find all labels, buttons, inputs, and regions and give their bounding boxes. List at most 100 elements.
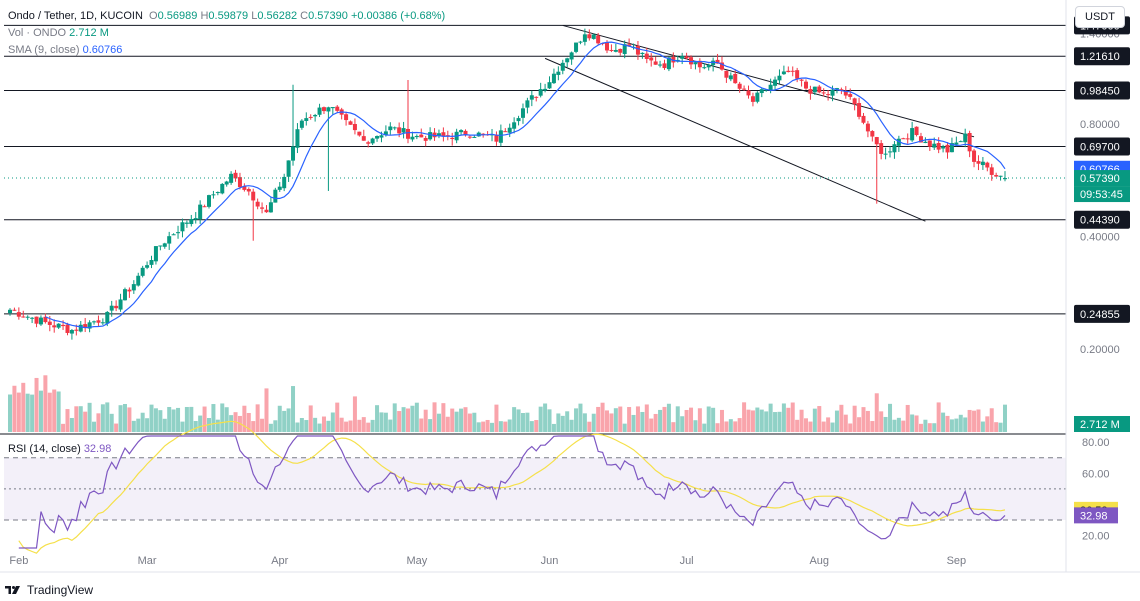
time-tick-label: Jul [680, 555, 694, 567]
volume-bar [618, 406, 623, 432]
candle-body [211, 194, 216, 196]
volume-bar [392, 403, 397, 432]
candle-body [109, 305, 114, 311]
candle-body [658, 64, 663, 66]
volume-bar [834, 410, 839, 432]
rsi-legend: RSI (14, close) 32.98 [8, 443, 111, 455]
candle-body [693, 62, 698, 65]
time-tick-label: Jun [541, 555, 559, 567]
volume-bar [193, 421, 198, 432]
candle-body [251, 191, 256, 201]
volume-bar [551, 423, 556, 432]
volume-bar [870, 421, 875, 432]
candle-body [207, 195, 211, 207]
candle-body [671, 56, 676, 63]
level-tag [1074, 47, 1130, 66]
volume-bar [83, 411, 88, 432]
volume-bar [786, 407, 791, 432]
candle-body [436, 133, 441, 137]
volume-bar [768, 403, 773, 432]
candle-body [768, 84, 773, 91]
ohlc-legend: Ondo / Tether, 1D, KUCOIN O0.56989 H0.59… [8, 10, 446, 22]
candle-body [1003, 178, 1007, 180]
candle-body [543, 88, 548, 91]
volume-bar [494, 404, 499, 432]
volume-bar [565, 411, 570, 432]
volume-bar [888, 403, 893, 432]
volume-bar [326, 420, 331, 432]
volume-bar [817, 406, 822, 432]
rsi-tag-label: 32.98 [1080, 510, 1108, 522]
time-tick-label: Mar [138, 555, 157, 567]
volume-bar [162, 418, 167, 432]
volume-bar [65, 409, 70, 432]
candle-body [755, 92, 760, 102]
volume-bar [401, 407, 406, 432]
volume-bar [613, 408, 618, 432]
candle-body [905, 138, 910, 140]
volume-bar [742, 402, 747, 432]
volume-bar [313, 417, 318, 432]
candle-body [176, 232, 181, 234]
volume-bar [927, 423, 932, 432]
candle-body [357, 131, 362, 136]
volume-bar [918, 423, 923, 432]
volume-bar [419, 418, 424, 432]
candle-body [949, 143, 954, 153]
volume-bar [317, 423, 322, 432]
currency-selector[interactable]: USDT [1075, 6, 1125, 28]
volume-bar [644, 404, 649, 432]
volume-bar [635, 406, 640, 432]
candle-body [34, 316, 39, 324]
volume-bar [410, 405, 415, 432]
candle-body [260, 207, 265, 209]
price-tag-label-last: 0.57390 [1080, 173, 1120, 185]
candle-body [874, 137, 879, 145]
volume-bar [114, 423, 119, 432]
volume-bar [344, 421, 349, 432]
candle-body [388, 126, 393, 131]
candle-body [246, 188, 251, 192]
volume-bar [361, 417, 366, 432]
candle-body [406, 128, 410, 139]
candle-body [189, 218, 194, 225]
level-tag-label: 0.69700 [1080, 142, 1120, 154]
volume-bar [574, 408, 579, 432]
volume-bar [936, 402, 941, 432]
volume-bar [366, 422, 371, 432]
volume-bar [989, 408, 994, 432]
candle-body [728, 75, 733, 80]
volume-bar [755, 407, 760, 432]
candle-body [582, 34, 587, 42]
candle-body [635, 45, 640, 55]
volume-bar [600, 402, 605, 432]
volume-bar [445, 416, 450, 432]
volume-bar [1003, 404, 1007, 432]
volume-bar [724, 421, 729, 432]
volume-bar [808, 421, 813, 432]
candle-body [198, 204, 203, 220]
volume-bar [463, 407, 468, 432]
candle-body [16, 312, 21, 317]
volume-bar [467, 413, 472, 432]
candle-body [834, 88, 839, 90]
volume-bar [746, 409, 751, 432]
volume-bar [569, 419, 574, 432]
candle-body [759, 89, 764, 94]
candle-body [167, 236, 172, 244]
candle-body [534, 96, 539, 98]
candle-body [25, 316, 30, 318]
volume-bar [582, 413, 587, 432]
volume-bar [264, 388, 269, 432]
volume-bar [490, 422, 495, 432]
candle-body [43, 316, 48, 323]
volume-bar [485, 419, 490, 432]
volume-bar [432, 402, 437, 432]
volume-bar [503, 421, 508, 432]
candle-body [680, 56, 685, 59]
candle-body [918, 136, 923, 143]
open-value: 0.56989 [157, 10, 198, 22]
candle-body [989, 167, 994, 175]
candle-body [627, 44, 632, 46]
